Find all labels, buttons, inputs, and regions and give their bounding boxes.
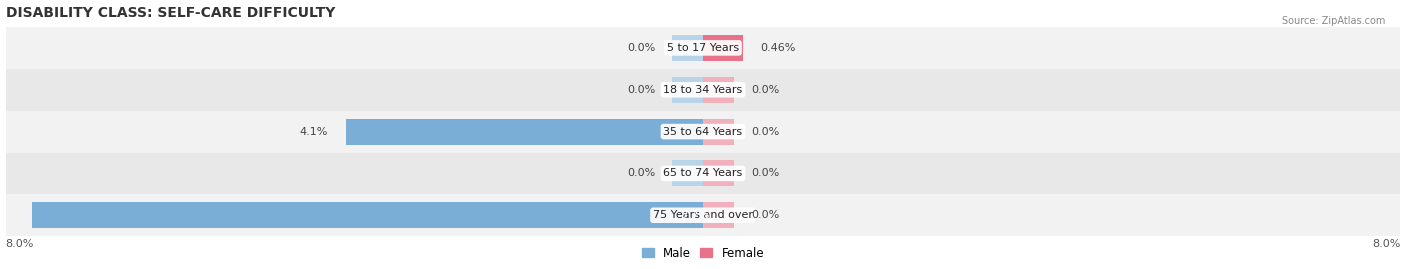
Bar [703, 35, 744, 61]
Bar [703, 160, 734, 186]
Bar [672, 35, 703, 61]
Text: 0.0%: 0.0% [751, 85, 779, 95]
Bar [32, 202, 703, 228]
Text: 0.0%: 0.0% [751, 168, 779, 178]
Bar [6, 27, 1400, 69]
Bar [672, 160, 703, 186]
Text: 7.7%: 7.7% [681, 210, 710, 220]
Text: 8.0%: 8.0% [6, 239, 34, 249]
Bar [703, 202, 734, 228]
Bar [672, 77, 703, 103]
Bar [6, 194, 1400, 236]
Text: 4.1%: 4.1% [299, 127, 328, 137]
Text: 0.0%: 0.0% [751, 127, 779, 137]
Bar [6, 153, 1400, 194]
Text: 5 to 17 Years: 5 to 17 Years [666, 43, 740, 53]
Bar [6, 111, 1400, 153]
Bar [346, 119, 703, 144]
Text: 0.0%: 0.0% [627, 85, 655, 95]
Text: 0.0%: 0.0% [751, 210, 779, 220]
Text: 0.0%: 0.0% [627, 43, 655, 53]
Text: Source: ZipAtlas.com: Source: ZipAtlas.com [1281, 16, 1385, 26]
Text: DISABILITY CLASS: SELF-CARE DIFFICULTY: DISABILITY CLASS: SELF-CARE DIFFICULTY [6, 6, 335, 20]
Text: 35 to 64 Years: 35 to 64 Years [664, 127, 742, 137]
Bar [703, 119, 734, 144]
Bar [6, 69, 1400, 111]
Text: 75 Years and over: 75 Years and over [652, 210, 754, 220]
Text: 8.0%: 8.0% [1372, 239, 1400, 249]
Text: 0.0%: 0.0% [627, 168, 655, 178]
Bar [703, 77, 734, 103]
Text: 18 to 34 Years: 18 to 34 Years [664, 85, 742, 95]
Text: 0.46%: 0.46% [761, 43, 796, 53]
Legend: Male, Female: Male, Female [637, 242, 769, 264]
Text: 65 to 74 Years: 65 to 74 Years [664, 168, 742, 178]
